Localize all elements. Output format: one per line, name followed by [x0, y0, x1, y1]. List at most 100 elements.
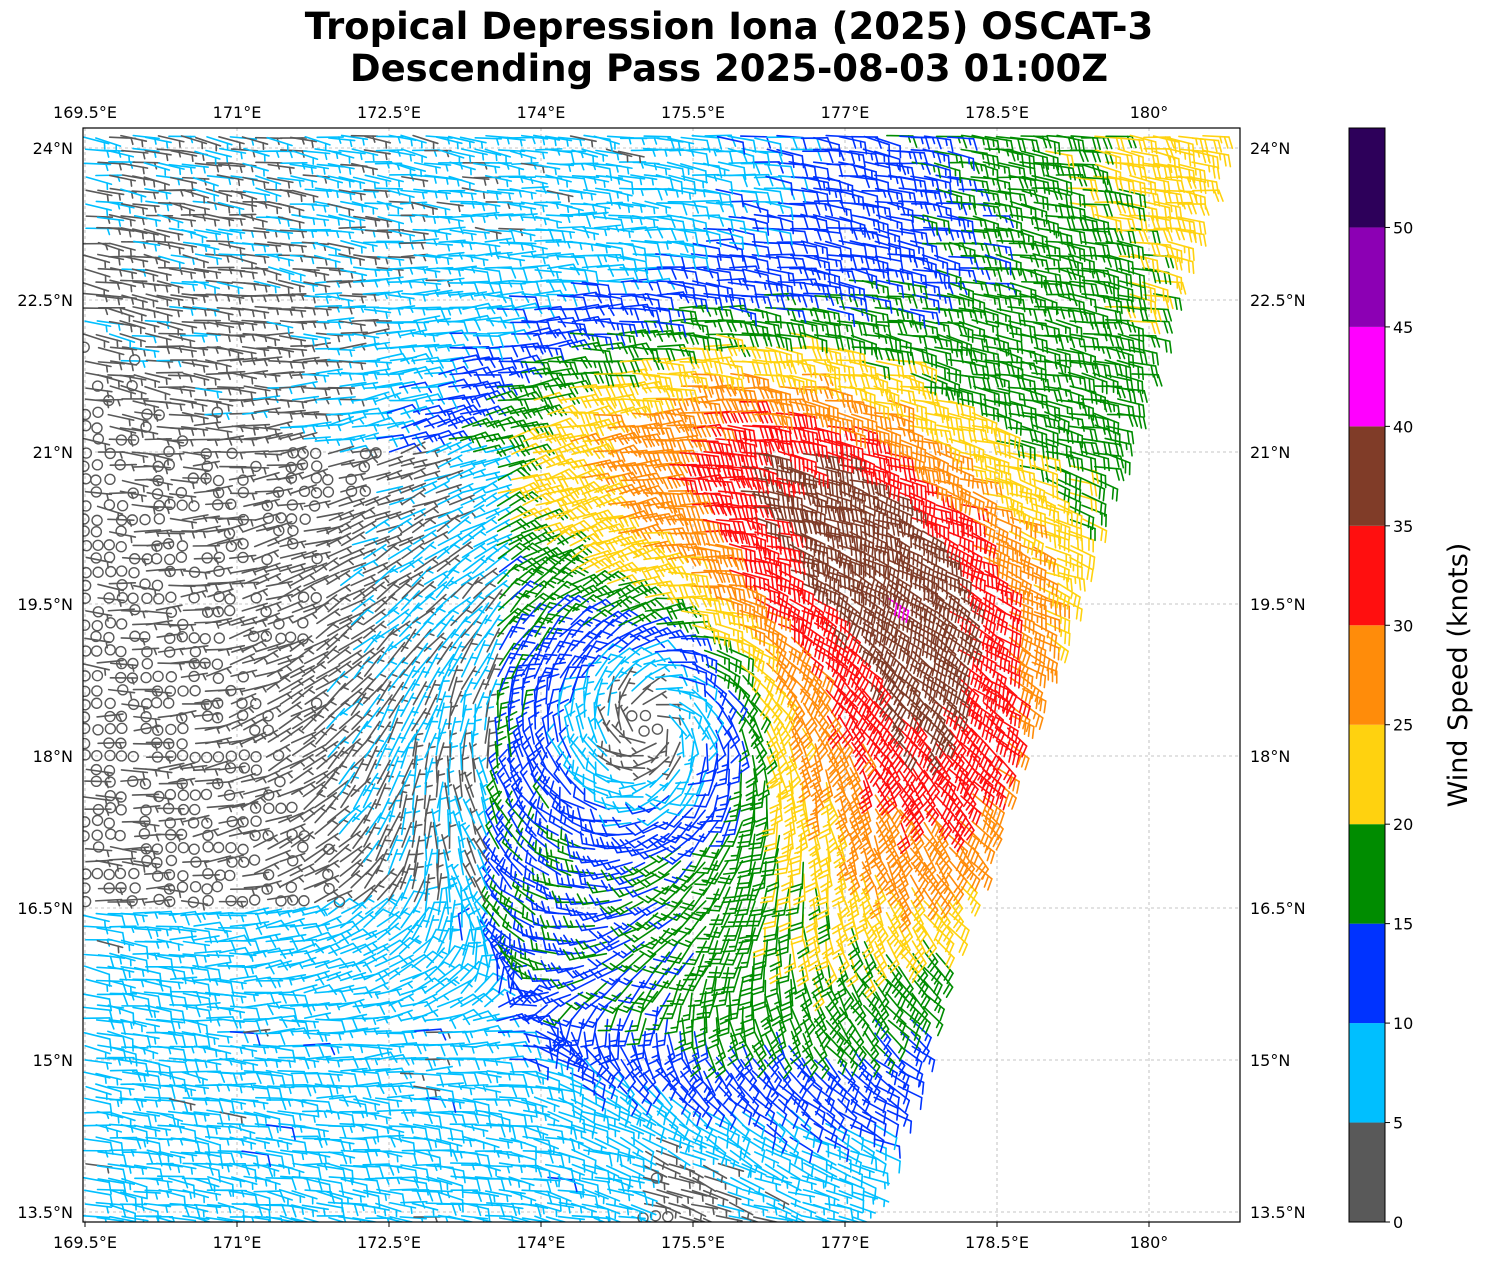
- wind-barb: [389, 1125, 417, 1134]
- wind-barb: [424, 1137, 453, 1157]
- wind-barb: [176, 738, 188, 750]
- wind-barb: [338, 1190, 366, 1203]
- wind-barb: [705, 1150, 732, 1167]
- wind-barb: [139, 513, 151, 526]
- wind-barb: [863, 1190, 890, 1208]
- wind-barb: [638, 725, 650, 737]
- wind-barb: [802, 1135, 830, 1158]
- wind-barb: [338, 636, 364, 651]
- wind-barb: [303, 674, 329, 690]
- wind-barb: [413, 835, 426, 863]
- wind-barb: [545, 1216, 568, 1222]
- wind-barb: [143, 871, 172, 880]
- wind-barb: [205, 1032, 233, 1044]
- wind-barb: [534, 1164, 561, 1188]
- wind-barb: [363, 967, 390, 981]
- wind-barb: [181, 1204, 209, 1218]
- wind-barb: [473, 1203, 506, 1218]
- wind-barb: [286, 828, 298, 840]
- wind-barb: [127, 592, 139, 604]
- wind-barb: [547, 1086, 577, 1104]
- wind-barb: [413, 1085, 441, 1097]
- wind-barb: [605, 1164, 632, 1190]
- wind-barb: [618, 1122, 645, 1140]
- wind-barb: [84, 1097, 113, 1117]
- wind-barb: [754, 1164, 779, 1183]
- wind-barb: [167, 1177, 196, 1198]
- wind-barb: [127, 750, 140, 763]
- wind-barb: [413, 1111, 443, 1129]
- wind-barb: [818, 834, 832, 868]
- wind-barb: [850, 1099, 873, 1129]
- wind-barb: [119, 1097, 147, 1108]
- wind-barb: [189, 881, 202, 893]
- wind-barb: [287, 894, 299, 906]
- wind-barb: [496, 1203, 524, 1215]
- wind-barb: [303, 1083, 334, 1100]
- wind-barb: [557, 1215, 586, 1222]
- wind-barb: [121, 479, 149, 493]
- wind-barb: [243, 1202, 271, 1222]
- wind-barb: [656, 1110, 679, 1140]
- wind-barb: [752, 1096, 776, 1126]
- wind-barb: [119, 1164, 148, 1176]
- wind-barb: [474, 1086, 502, 1099]
- wind-barb: [668, 1123, 691, 1153]
- wind-barb: [200, 788, 213, 801]
- wind-barb: [534, 1215, 553, 1222]
- wind-barb: [169, 1162, 197, 1175]
- wind-barb: [192, 1098, 224, 1113]
- wind-barb: [667, 1150, 691, 1170]
- wind-barb: [202, 841, 214, 853]
- wind-barb: [145, 1177, 173, 1189]
- wind-barb: [279, 852, 306, 863]
- wind-barb: [310, 697, 323, 709]
- wind-barb: [218, 451, 246, 460]
- wind-barb: [630, 1204, 657, 1221]
- wind-barb: [352, 1217, 380, 1222]
- wind-barb: [730, 1111, 750, 1143]
- wind-barb: [824, 1136, 850, 1163]
- wind-barb: [85, 387, 113, 399]
- wind-barb: [211, 499, 224, 511]
- wind-barb: [194, 1136, 222, 1158]
- wind-barb: [315, 832, 340, 849]
- wind-barb: [103, 499, 116, 511]
- wind-barb: [547, 1110, 573, 1135]
- wind-barb: [727, 1191, 754, 1207]
- wind-barb: [498, 1137, 527, 1150]
- wind-barb: [702, 1164, 728, 1184]
- wind-barb: [132, 1006, 160, 1019]
- wind-barb: [116, 500, 129, 512]
- wind-barb: [400, 794, 413, 822]
- wind-barb: [279, 540, 307, 549]
- wind-barb: [644, 1150, 669, 1170]
- wind-barb: [182, 608, 211, 617]
- wind-barb: [460, 677, 478, 703]
- wind-barb: [338, 1099, 369, 1117]
- wind-barb: [338, 416, 365, 427]
- wind-barb: [960, 886, 981, 917]
- wind-barb: [462, 592, 485, 613]
- wind-barb: [437, 1164, 466, 1184]
- wind-barb: [504, 844, 523, 876]
- wind-barb: [182, 372, 210, 386]
- wind-barb: [253, 933, 281, 942]
- wind-barb: [97, 583, 125, 597]
- wind-barb: [212, 672, 225, 685]
- wind-barb: [740, 1096, 761, 1127]
- wind-barb: [669, 703, 695, 720]
- wind-barb: [303, 1217, 321, 1222]
- wind-barb: [254, 789, 282, 798]
- wind-barb: [241, 1150, 272, 1168]
- wind-barb: [413, 1150, 442, 1171]
- wind-barb: [485, 1137, 513, 1149]
- wind-barb: [230, 1176, 258, 1191]
- wind-barb: [849, 1124, 876, 1148]
- wind-barb: [90, 645, 103, 657]
- wind-barb: [400, 1164, 430, 1182]
- wind-barb: [108, 1177, 135, 1191]
- chart-title: Tropical Depression Iona (2025) OSCAT-3 …: [0, 6, 1458, 90]
- wind-barb: [195, 387, 223, 399]
- wind-barb: [204, 359, 232, 373]
